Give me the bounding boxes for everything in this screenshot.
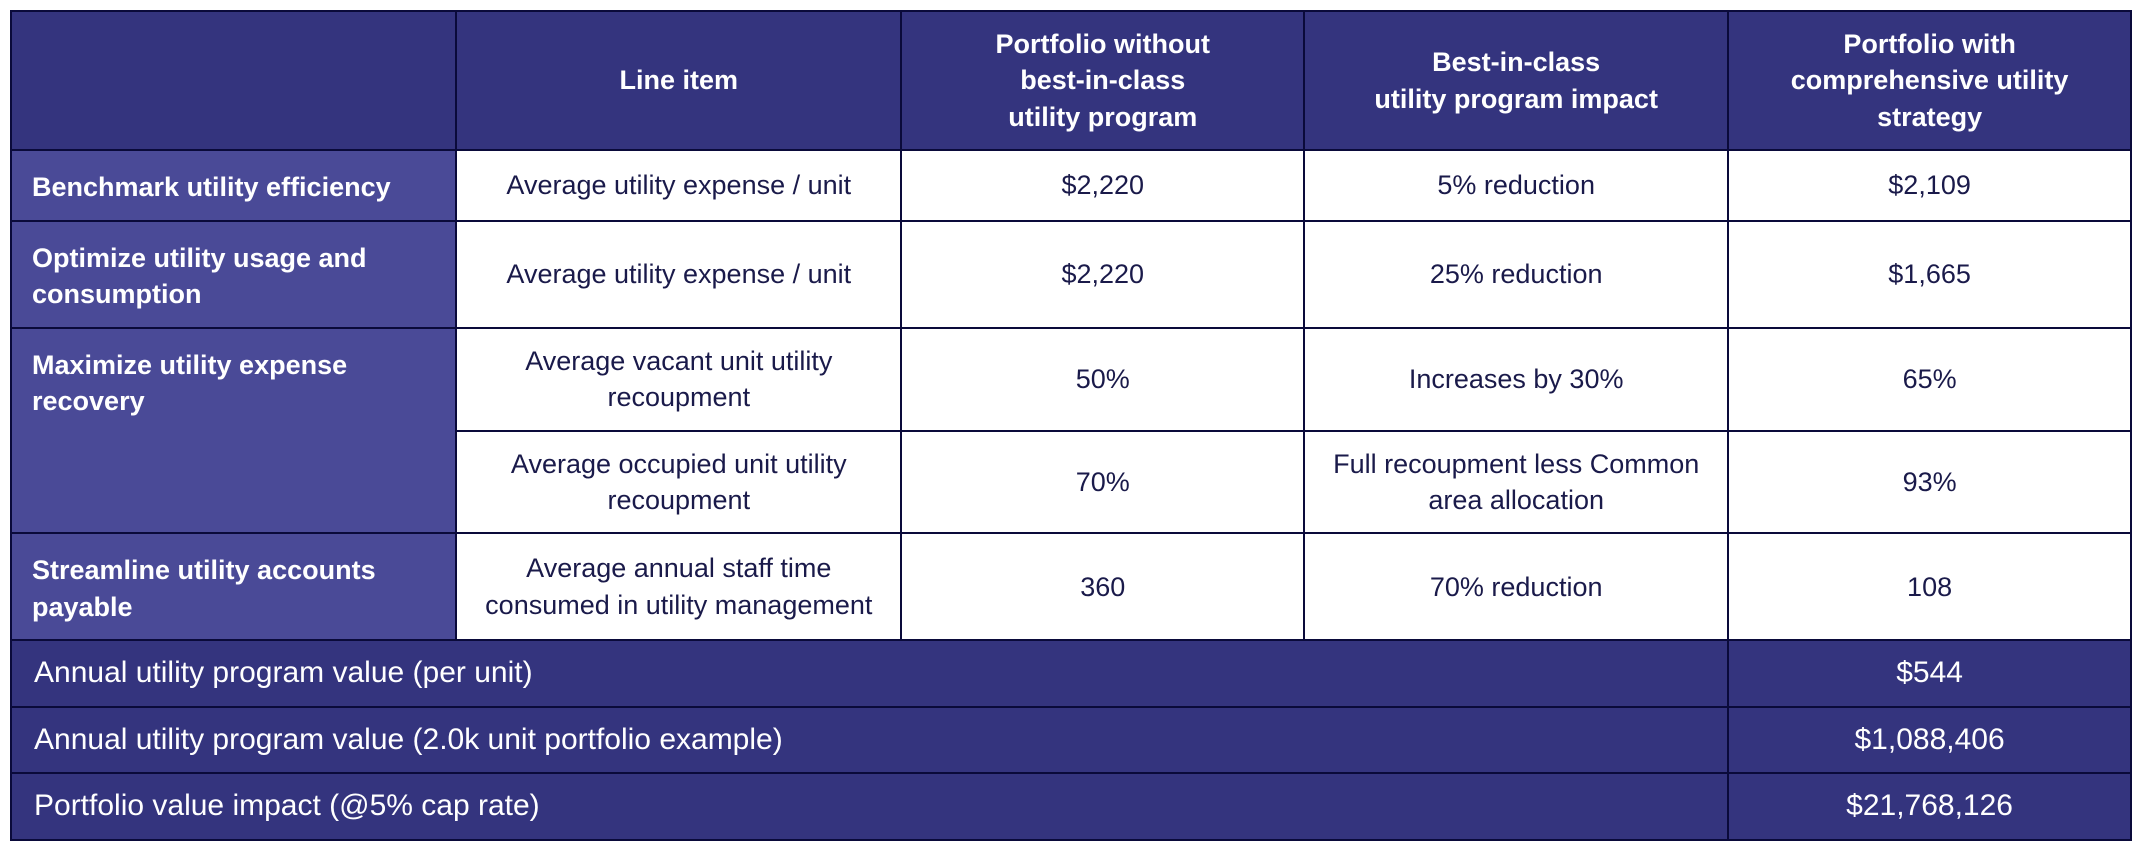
- utility-program-table: Line item Portfolio withoutbest-in-class…: [10, 10, 2132, 841]
- summary-value: $544: [1728, 640, 2131, 707]
- row-label-benchmark: Benchmark utility efficiency: [11, 150, 456, 220]
- summary-value: $21,768,126: [1728, 773, 2131, 840]
- header-without: Portfolio withoutbest-in-classutility pr…: [901, 11, 1304, 150]
- cell-line-item: Average occupied unit utility recoupment: [456, 431, 901, 534]
- cell-impact: 5% reduction: [1304, 150, 1728, 220]
- header-impact: Best-in-classutility program impact: [1304, 11, 1728, 150]
- cell-line-item: Average annual staff time consumed in ut…: [456, 533, 901, 640]
- cell-impact: Full recoupment less Common area allocat…: [1304, 431, 1728, 534]
- cell-impact: Increases by 30%: [1304, 328, 1728, 431]
- cell-impact: 25% reduction: [1304, 221, 1728, 328]
- cell-with: 108: [1728, 533, 2131, 640]
- cell-without: $2,220: [901, 150, 1304, 220]
- row-label-maximize: Maximize utility expense recovery: [11, 328, 456, 534]
- summary-label: Portfolio value impact (@5% cap rate): [11, 773, 1728, 840]
- summary-row: Portfolio value impact (@5% cap rate) $2…: [11, 773, 2131, 840]
- row-label-optimize: Optimize utility usage and consumption: [11, 221, 456, 328]
- summary-label: Annual utility program value (per unit): [11, 640, 1728, 707]
- cell-line-item: Average utility expense / unit: [456, 221, 901, 328]
- cell-impact: 70% reduction: [1304, 533, 1728, 640]
- cell-without: 70%: [901, 431, 1304, 534]
- header-line-item: Line item: [456, 11, 901, 150]
- cell-line-item: Average vacant unit utility recoupment: [456, 328, 901, 431]
- table-row: Benchmark utility efficiency Average uti…: [11, 150, 2131, 220]
- cell-without: 50%: [901, 328, 1304, 431]
- cell-with: $2,109: [1728, 150, 2131, 220]
- header-with: Portfolio withcomprehensive utilitystrat…: [1728, 11, 2131, 150]
- cell-with: 65%: [1728, 328, 2131, 431]
- cell-without: 360: [901, 533, 1304, 640]
- summary-value: $1,088,406: [1728, 707, 2131, 774]
- summary-label: Annual utility program value (2.0k unit …: [11, 707, 1728, 774]
- header-empty: [11, 11, 456, 150]
- summary-row: Annual utility program value (per unit) …: [11, 640, 2131, 707]
- cell-with: 93%: [1728, 431, 2131, 534]
- table: Line item Portfolio withoutbest-in-class…: [10, 10, 2132, 841]
- table-row: Streamline utility accounts payable Aver…: [11, 533, 2131, 640]
- cell-line-item: Average utility expense / unit: [456, 150, 901, 220]
- row-label-streamline: Streamline utility accounts payable: [11, 533, 456, 640]
- cell-with: $1,665: [1728, 221, 2131, 328]
- summary-row: Annual utility program value (2.0k unit …: [11, 707, 2131, 774]
- table-row: Maximize utility expense recovery Averag…: [11, 328, 2131, 431]
- header-row: Line item Portfolio withoutbest-in-class…: [11, 11, 2131, 150]
- table-row: Optimize utility usage and consumption A…: [11, 221, 2131, 328]
- cell-without: $2,220: [901, 221, 1304, 328]
